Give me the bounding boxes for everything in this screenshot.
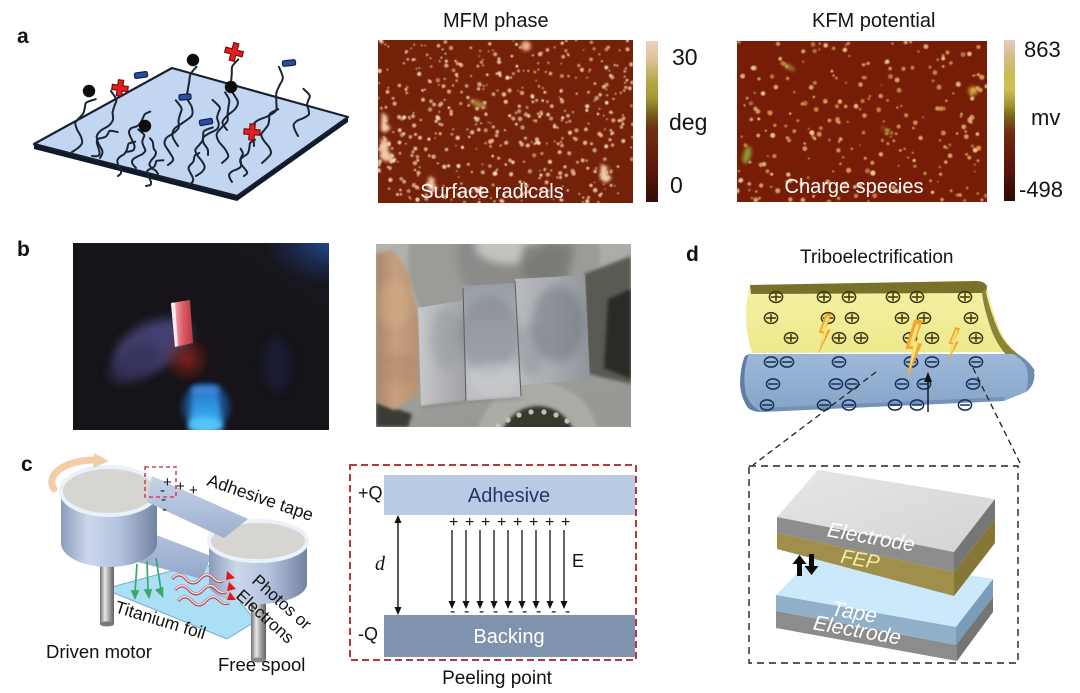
svg-text:+: + xyxy=(176,478,185,495)
svg-text:Surface radicals: Surface radicals xyxy=(420,181,563,203)
svg-text:+: + xyxy=(513,514,522,531)
svg-text:Charge species: Charge species xyxy=(785,176,924,198)
svg-text:+: + xyxy=(545,514,554,531)
svg-text:-: - xyxy=(522,603,527,620)
svg-text:-: - xyxy=(551,603,556,620)
svg-text:-: - xyxy=(536,603,541,620)
svg-text:+: + xyxy=(497,514,506,531)
svg-text:Peeling point: Peeling point xyxy=(442,668,553,689)
svg-text:+: + xyxy=(561,514,570,531)
svg-text:-: - xyxy=(450,603,455,620)
svg-text:-: - xyxy=(565,603,570,620)
svg-text:d: d xyxy=(375,553,386,575)
svg-text:+: + xyxy=(465,514,474,531)
svg-text:Free spool: Free spool xyxy=(218,654,305,675)
svg-text:-: - xyxy=(160,482,165,499)
svg-text:+: + xyxy=(163,474,172,491)
svg-text:+: + xyxy=(481,514,490,531)
svg-text:Backing: Backing xyxy=(473,626,544,648)
svg-text:+: + xyxy=(529,514,538,531)
svg-text:-: - xyxy=(161,491,166,508)
svg-text:-: - xyxy=(493,603,498,620)
svg-text:+: + xyxy=(449,514,458,531)
svg-text:-: - xyxy=(479,603,484,620)
svg-text:+Q: +Q xyxy=(358,483,383,503)
svg-text:Adhesive: Adhesive xyxy=(468,485,550,507)
svg-text:+: + xyxy=(189,482,198,499)
svg-text:-Q: -Q xyxy=(358,624,378,644)
svg-text:-: - xyxy=(464,603,469,620)
svg-text:Driven motor: Driven motor xyxy=(46,641,152,662)
svg-text:E: E xyxy=(572,551,584,571)
svg-text:-: - xyxy=(162,501,167,518)
svg-text:-: - xyxy=(508,603,513,620)
